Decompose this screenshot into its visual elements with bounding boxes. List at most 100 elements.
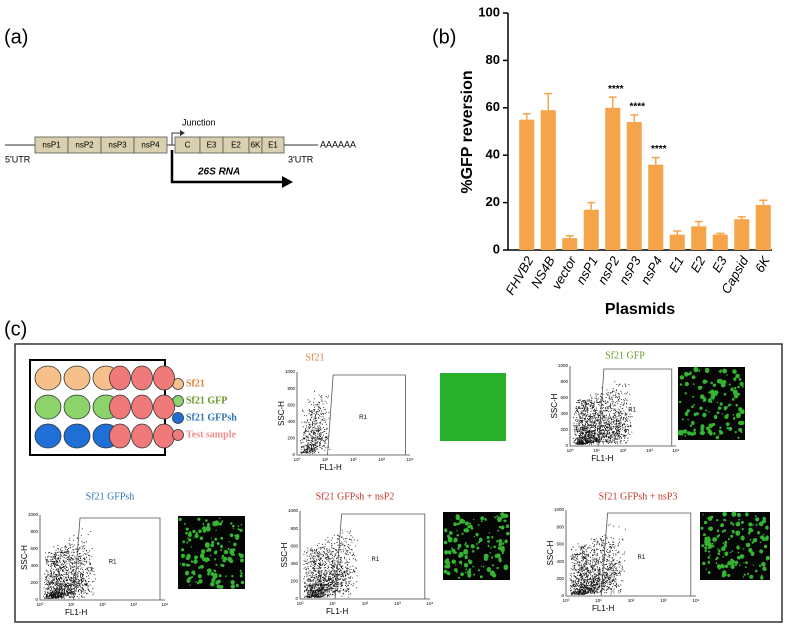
gate-label: R1 (359, 415, 367, 421)
x-tick-label: 10¹ (593, 448, 600, 453)
y-axis-label: %GFP reversion (459, 70, 476, 193)
gate (73, 517, 161, 601)
y-tick-label: 800 (30, 529, 38, 534)
well (131, 423, 153, 449)
plot-axes (565, 510, 696, 597)
well (153, 394, 175, 420)
y-tick-label: 400 (287, 419, 295, 424)
scatter-dots (573, 381, 633, 445)
well (34, 394, 62, 420)
bar (519, 119, 535, 251)
plot-axes (296, 372, 410, 456)
poly-a: AAAAAA (320, 139, 356, 149)
y-tick-label: 40 (486, 147, 500, 162)
gene-label: nsP3 (108, 141, 127, 150)
x-tick-label: 10⁴ (162, 602, 169, 607)
gate-label: R1 (628, 408, 636, 414)
y-axis-label: SSC-H (546, 540, 555, 565)
x-tick-label: 10² (99, 602, 106, 607)
significance: **** (629, 102, 645, 113)
x-tick-label: E1 (666, 254, 687, 275)
x-axis-label: FL1-H (65, 608, 87, 617)
x-tick-label: 10⁴ (693, 598, 700, 603)
gate (334, 513, 426, 600)
gate (600, 512, 692, 597)
y-axis-label: SSC-H (20, 545, 29, 570)
gate-label: R1 (109, 559, 117, 565)
gene-label: C (185, 141, 191, 150)
x-tick-label: 10² (628, 598, 635, 603)
rna-arrow (170, 150, 284, 184)
x-tick-label: 10³ (660, 598, 667, 603)
x-tick-label: 10⁴ (407, 457, 414, 462)
gate-label: R1 (372, 557, 380, 563)
y-tick-label: 600 (290, 543, 298, 548)
x-tick-label: 10² (362, 601, 369, 606)
bar (648, 164, 664, 250)
utr5: 5'UTR (5, 154, 31, 164)
x-tick-label: 10¹ (68, 602, 75, 607)
legend-label: Sf21 GFP (186, 395, 227, 406)
y-tick-label: 1000 (554, 507, 565, 512)
y-tick-label: 400 (30, 563, 38, 568)
y-axis-label: SSC-H (280, 542, 289, 567)
well (109, 394, 131, 420)
gene-label: nsP4 (141, 141, 160, 150)
cells (700, 511, 771, 580)
junction: Junction (182, 117, 216, 127)
y-tick-label: 200 (556, 576, 564, 581)
bar (669, 234, 685, 250)
y-tick-label: 0 (565, 443, 568, 448)
gate-label: R1 (638, 555, 646, 561)
legend-swatch (172, 429, 184, 441)
scatter-dots (569, 523, 626, 595)
y-tick-label: 200 (290, 579, 298, 584)
legend-label: Test sample (186, 429, 236, 440)
significance: **** (608, 84, 624, 95)
rna-label: 26S RNA (197, 167, 240, 178)
bar (755, 204, 771, 250)
bar (540, 110, 556, 250)
x-axis-label: FL1-H (320, 463, 342, 472)
gene-label: nsP1 (42, 141, 61, 150)
legend-swatch (172, 412, 184, 424)
x-axis-label: FL1-H (591, 454, 613, 463)
gene-label: E3 (207, 141, 217, 150)
x-tick-label: 10² (620, 448, 627, 453)
panel-label: (c) (4, 318, 27, 340)
y-axis-label: SSC-H (277, 401, 286, 426)
x-tick-label: 10⁰ (294, 457, 301, 462)
gene-label: 6K (251, 141, 261, 150)
cells (443, 512, 510, 579)
gate (327, 374, 406, 456)
gene-box (133, 136, 168, 154)
y-tick-label: 0 (493, 241, 500, 256)
x-tick-label: 10⁰ (563, 598, 570, 603)
micrograph (440, 373, 506, 441)
y-tick-label: 1000 (558, 363, 569, 368)
x-tick-label: 10³ (646, 448, 653, 453)
y-axis-label: SSC-H (550, 393, 559, 418)
well (109, 365, 131, 391)
bar (562, 238, 578, 250)
plot-title: Sf21 GFPsh + nsP2 (316, 491, 395, 502)
x-tick-label: 10² (350, 457, 357, 462)
y-tick-label: 200 (30, 580, 38, 585)
x-tick-label: 10⁴ (673, 448, 680, 453)
x-tick-label: 10⁰ (567, 448, 574, 453)
well (109, 423, 131, 449)
utr3: 3'UTR (288, 154, 314, 164)
x-tick-label: 10⁰ (297, 601, 304, 606)
bar (734, 219, 750, 250)
gene-label: E1 (268, 141, 278, 150)
legend-label: Sf21 (186, 378, 205, 389)
panel-label: (a) (4, 26, 28, 48)
scatter-dots (303, 529, 358, 598)
y-tick-label: 800 (560, 379, 568, 384)
bar (605, 107, 621, 250)
plot-axes (299, 511, 430, 600)
gene-label: nsP2 (75, 141, 94, 150)
bar (626, 122, 642, 250)
